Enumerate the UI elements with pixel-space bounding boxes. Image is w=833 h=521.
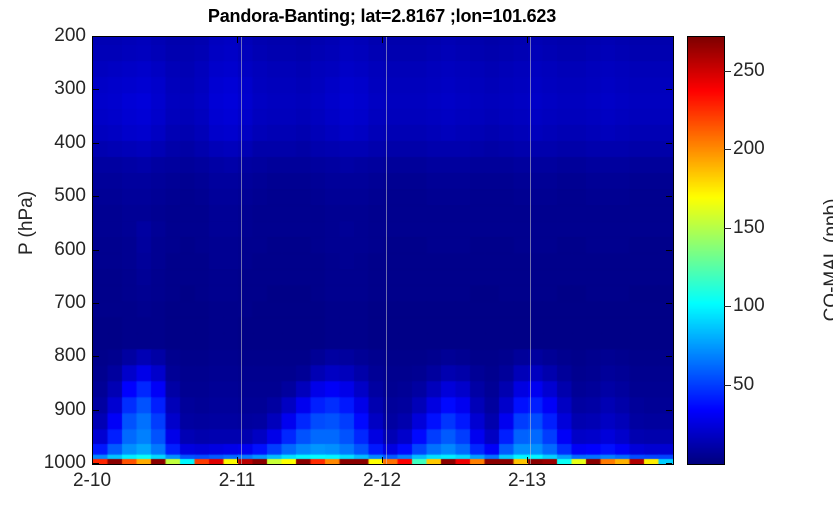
x-axis-tick-label: 2-13 <box>507 470 547 491</box>
y-axis-tick-mark-right <box>666 36 672 37</box>
heatmap-axes[interactable] <box>92 36 674 465</box>
y-axis-tick-mark <box>93 142 99 144</box>
colorbar-gradient <box>688 37 724 464</box>
colorbar-label: CO-MAL (ppb) <box>821 198 833 322</box>
x-axis-tick-label: 2-11 <box>218 470 256 491</box>
y-axis-tick-label: 800 <box>54 345 86 367</box>
colorbar-tick-label: 150 <box>733 216 765 238</box>
x-axis-tick-mark <box>237 457 238 463</box>
colorbar-tick-mark <box>724 384 731 386</box>
colorbar-tick-mark <box>724 149 731 151</box>
y-axis-tick-mark <box>93 89 99 91</box>
x-axis-tick-label: 2-12 <box>362 470 402 491</box>
y-axis-tick-mark-right <box>666 142 672 144</box>
x-axis-tick-mark-top <box>382 37 383 43</box>
x-axis-tick-mark-top <box>527 37 528 43</box>
colorbar-tick-label: 200 <box>733 138 765 160</box>
colorbar[interactable] <box>687 36 725 465</box>
colorbar-tick-label: 100 <box>733 295 765 316</box>
colorbar-tick-mark <box>724 306 731 307</box>
y-axis-tick-label: 500 <box>54 185 86 207</box>
y-axis-tick-mark <box>93 463 99 464</box>
y-axis-tick-mark <box>93 409 99 411</box>
gridline-vertical <box>530 37 531 464</box>
y-axis-tick-label: 900 <box>54 398 86 420</box>
y-axis-tick-mark <box>93 36 99 37</box>
colorbar-tick-mark <box>724 227 731 229</box>
y-axis-tick-label: 700 <box>54 291 86 313</box>
y-axis-tick-mark-right <box>666 302 672 304</box>
y-axis-tick-mark <box>93 356 99 358</box>
y-axis-tick-label: 200 <box>54 25 86 46</box>
x-axis-tick-mark-top <box>237 37 238 43</box>
y-axis-tick-mark-right <box>666 409 672 411</box>
gridline-vertical <box>241 37 242 464</box>
y-axis-tick-mark <box>93 302 99 304</box>
x-axis-tick-mark <box>527 457 528 463</box>
x-axis-tick-mark <box>382 457 383 463</box>
y-axis-label: P (hPa) <box>16 190 37 256</box>
y-axis-tick-mark-right <box>666 249 672 251</box>
x-axis-tick-label: 2-10 <box>72 470 112 491</box>
y-axis-tick-mark-right <box>666 196 672 198</box>
y-axis-tick-mark-right <box>666 356 672 358</box>
y-axis-tick-label: 1000 <box>43 452 86 473</box>
y-axis-tick-label: 600 <box>54 238 86 260</box>
y-axis-tick-mark-right <box>666 463 672 464</box>
colorbar-tick-label: 250 <box>733 59 765 81</box>
y-axis-tick-mark <box>93 249 99 251</box>
y-axis-tick-mark <box>93 196 99 198</box>
y-axis-tick-label: 300 <box>54 78 86 100</box>
colorbar-tick-mark <box>724 70 731 72</box>
y-axis-tick-mark-right <box>666 89 672 91</box>
chart-title: Pandora-Banting; lat=2.8167 ;lon=101.623 <box>207 6 557 26</box>
heatmap-image <box>93 37 673 464</box>
y-axis-tick-label: 400 <box>54 131 86 153</box>
gridline-vertical <box>386 37 387 464</box>
y-axis-tick-labels: 200 300 400 500 600 700 800 900 1000 <box>36 0 86 521</box>
colorbar-tick-label: 50 <box>733 373 755 395</box>
